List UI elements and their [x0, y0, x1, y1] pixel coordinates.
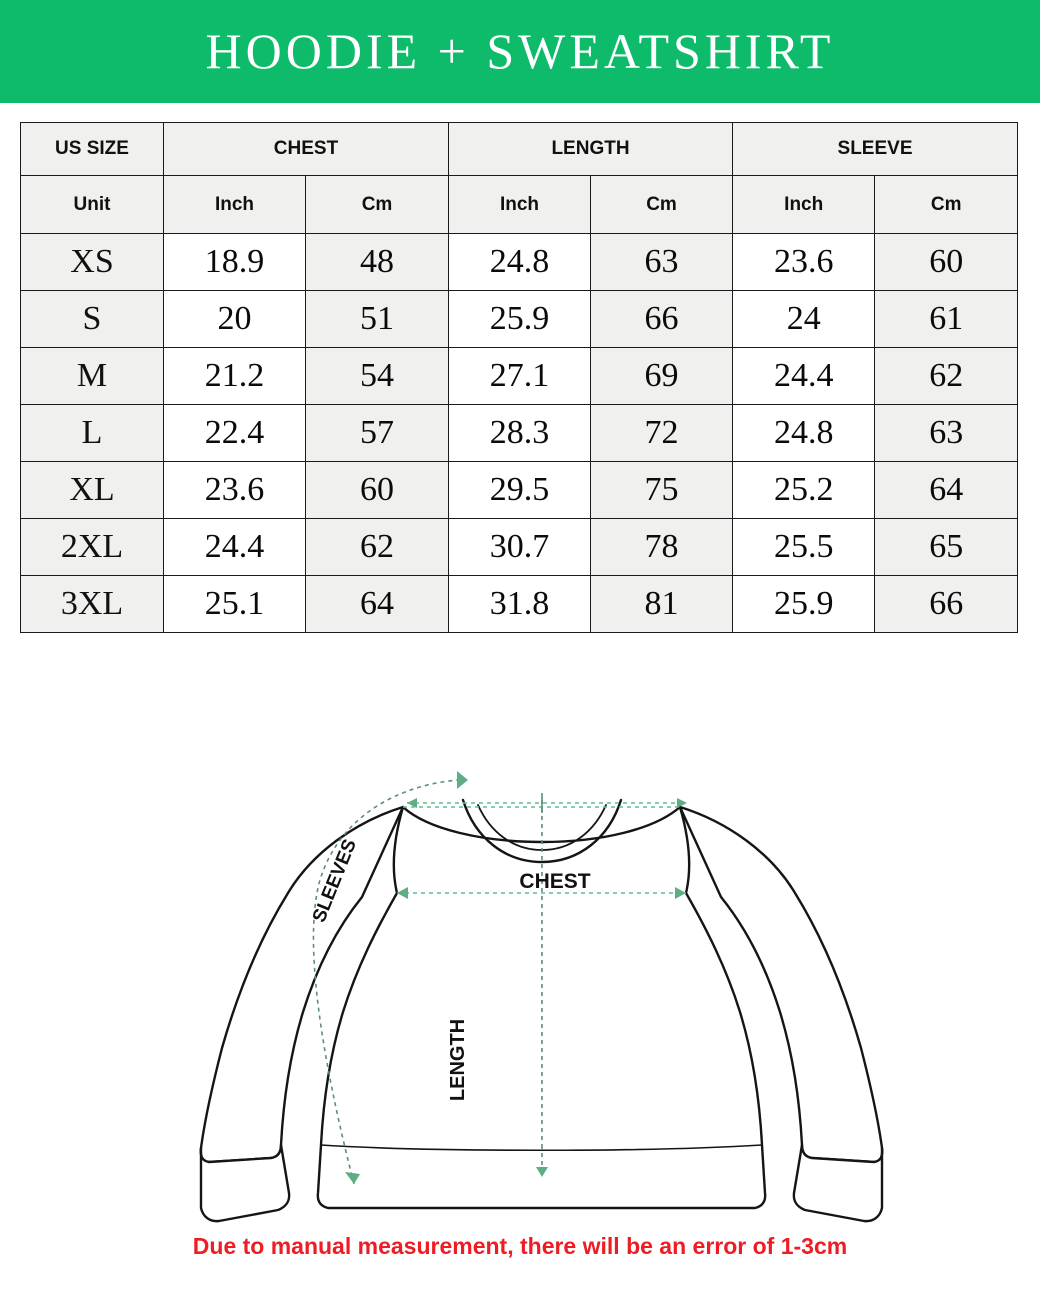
- svg-text:CHEST: CHEST: [519, 870, 590, 893]
- svg-text:LENGTH: LENGTH: [447, 1019, 469, 1101]
